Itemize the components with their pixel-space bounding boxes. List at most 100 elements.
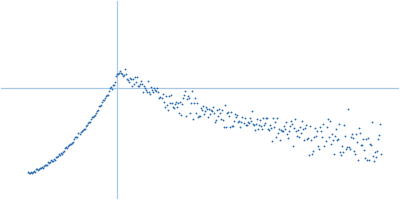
- Point: [53, 155, 60, 158]
- Point: [220, 118, 226, 121]
- Point: [232, 113, 239, 116]
- Point: [252, 129, 258, 132]
- Point: [35, 168, 41, 171]
- Point: [182, 89, 188, 93]
- Point: [364, 158, 370, 161]
- Point: [353, 133, 359, 136]
- Point: [178, 103, 185, 106]
- Point: [297, 125, 303, 129]
- Point: [57, 154, 64, 157]
- Point: [128, 77, 134, 80]
- Point: [81, 127, 88, 130]
- Point: [48, 158, 54, 161]
- Point: [332, 134, 338, 137]
- Point: [38, 166, 44, 170]
- Point: [319, 135, 326, 138]
- Point: [191, 101, 197, 105]
- Point: [84, 121, 91, 124]
- Point: [166, 101, 173, 104]
- Point: [29, 171, 35, 174]
- Point: [281, 124, 287, 128]
- Point: [92, 111, 99, 115]
- Point: [190, 117, 196, 120]
- Point: [200, 104, 206, 107]
- Point: [302, 126, 308, 130]
- Point: [65, 144, 72, 147]
- Point: [94, 109, 100, 113]
- Point: [226, 115, 232, 118]
- Point: [146, 90, 152, 93]
- Point: [142, 86, 148, 89]
- Point: [140, 91, 146, 94]
- Point: [344, 107, 351, 111]
- Point: [284, 132, 290, 136]
- Point: [156, 96, 163, 99]
- Point: [145, 79, 152, 82]
- Point: [147, 93, 154, 96]
- Point: [75, 132, 82, 135]
- Point: [276, 128, 282, 131]
- Point: [109, 87, 115, 90]
- Point: [199, 108, 205, 112]
- Point: [252, 122, 259, 125]
- Point: [305, 136, 312, 139]
- Point: [338, 153, 344, 156]
- Point: [309, 153, 316, 156]
- Point: [244, 120, 251, 123]
- Point: [376, 133, 382, 136]
- Point: [217, 112, 224, 115]
- Point: [149, 89, 156, 92]
- Point: [245, 122, 252, 125]
- Point: [372, 150, 378, 153]
- Point: [66, 144, 72, 147]
- Point: [318, 130, 325, 133]
- Point: [282, 128, 288, 131]
- Point: [148, 86, 154, 89]
- Point: [70, 141, 77, 144]
- Point: [317, 126, 324, 129]
- Point: [178, 114, 184, 117]
- Point: [268, 126, 274, 130]
- Point: [228, 111, 234, 114]
- Point: [94, 109, 101, 112]
- Point: [366, 158, 372, 162]
- Point: [303, 124, 310, 127]
- Point: [288, 119, 294, 122]
- Point: [377, 122, 383, 125]
- Point: [170, 107, 177, 110]
- Point: [266, 129, 272, 132]
- Point: [46, 161, 52, 164]
- Point: [291, 127, 297, 130]
- Point: [136, 84, 142, 87]
- Point: [174, 105, 180, 108]
- Point: [324, 117, 331, 120]
- Point: [310, 150, 316, 153]
- Point: [61, 150, 68, 153]
- Point: [96, 105, 103, 108]
- Point: [32, 171, 38, 174]
- Point: [264, 116, 270, 119]
- Point: [308, 138, 314, 141]
- Point: [239, 115, 246, 119]
- Point: [286, 129, 292, 132]
- Point: [76, 132, 83, 135]
- Point: [270, 116, 276, 119]
- Point: [44, 164, 50, 167]
- Point: [250, 123, 257, 126]
- Point: [78, 130, 85, 133]
- Point: [108, 86, 114, 89]
- Point: [132, 75, 138, 78]
- Point: [155, 91, 162, 94]
- Point: [351, 149, 357, 153]
- Point: [58, 151, 64, 154]
- Point: [206, 107, 212, 110]
- Point: [334, 138, 341, 141]
- Point: [39, 166, 45, 169]
- Point: [116, 71, 122, 74]
- Point: [77, 131, 84, 134]
- Point: [349, 132, 355, 135]
- Point: [213, 119, 219, 122]
- Point: [352, 152, 358, 156]
- Point: [242, 123, 249, 126]
- Point: [358, 143, 364, 146]
